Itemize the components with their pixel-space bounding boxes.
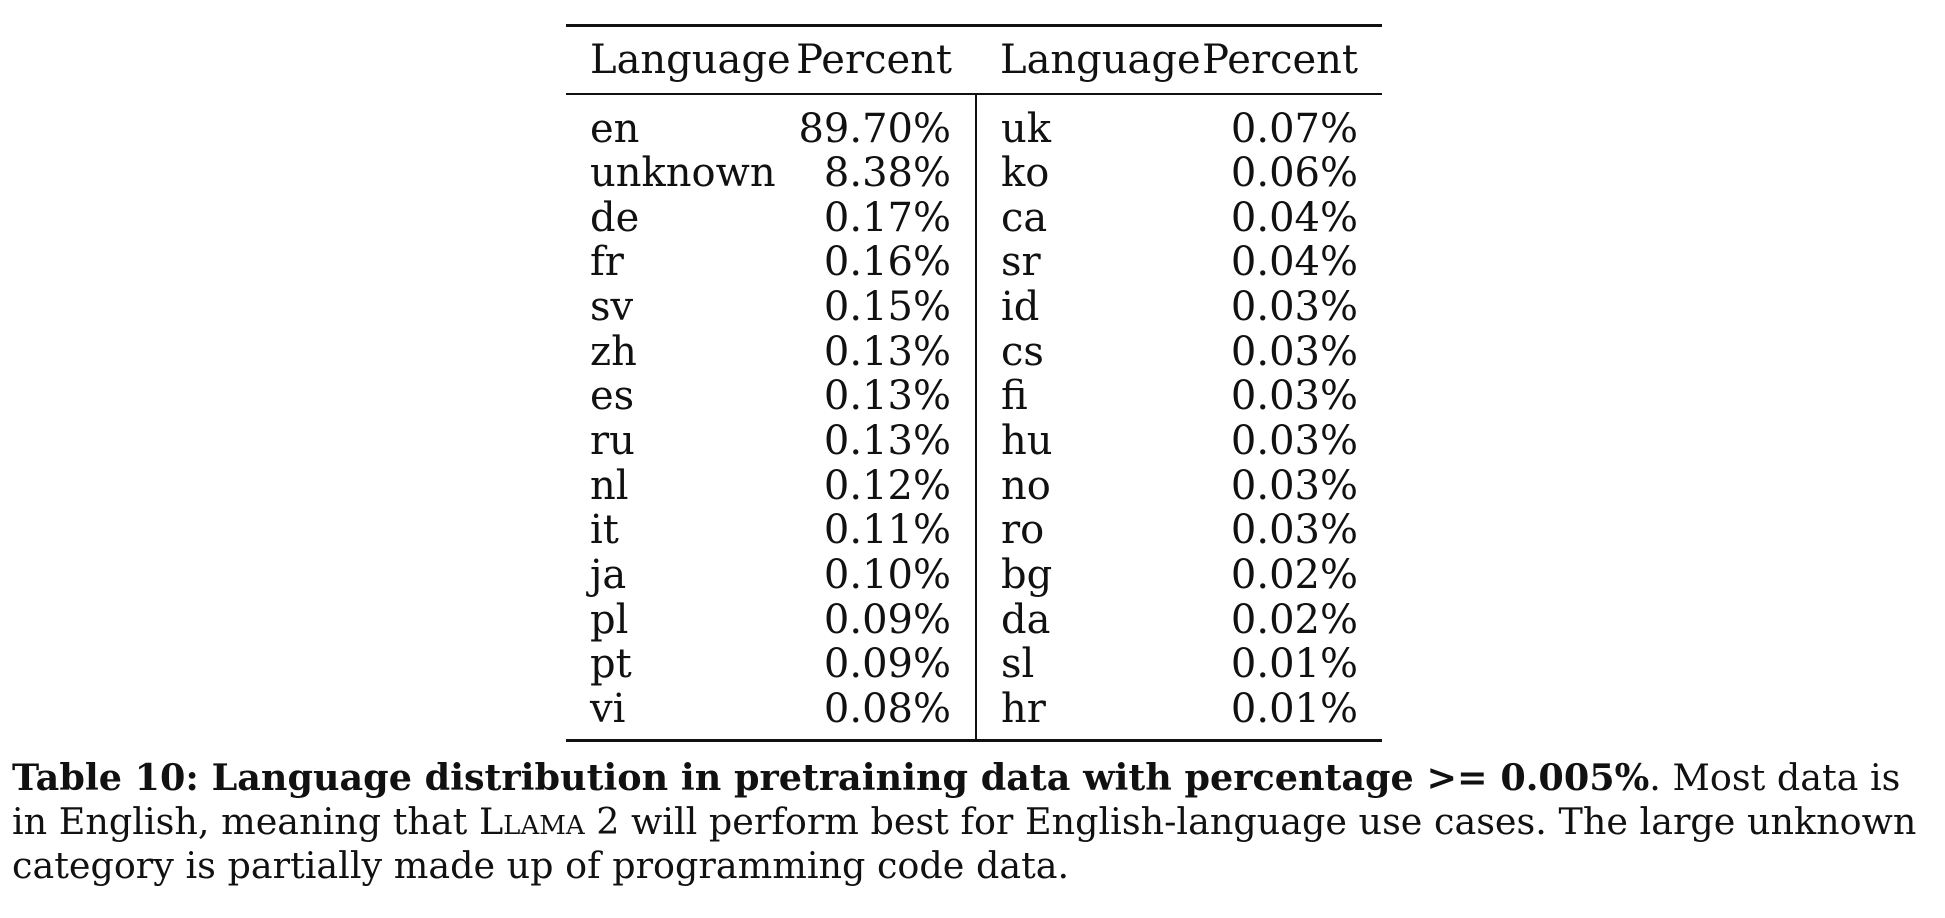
table-row: sv 0.15% id 0.03% (566, 283, 1382, 330)
language-code-cell: cs (1001, 328, 1044, 375)
percent-cell: 0.02% (1230, 552, 1358, 599)
caption-model-name: Llama 2 (478, 800, 620, 843)
percent-cell: 89.70% (786, 93, 977, 151)
language-code-cell: no (1001, 462, 1051, 509)
language-code-cell: fi (1001, 373, 1028, 420)
language-code-cell: sr (1001, 239, 1041, 286)
language-code-cell: de (590, 194, 640, 241)
table-row: en 89.70% uk 0.07% (566, 93, 1382, 152)
table-row: pt 0.09% sl 0.01% (566, 642, 1382, 687)
table-row: zh 0.13% cs 0.03% (566, 329, 1382, 374)
language-code-cell: ru (590, 417, 635, 464)
language-code-cell: ja (590, 552, 627, 599)
language-code-cell: pt (590, 641, 632, 688)
language-code-cell: fr (590, 239, 624, 286)
header-language-2: Language (976, 24, 1201, 95)
language-code-cell: hr (976, 686, 1192, 742)
language-code-cell: hu (1001, 417, 1053, 464)
percent-cell: 0.01% (1192, 686, 1382, 742)
table-row: ja 0.10% bg 0.02% (566, 552, 1382, 599)
language-code-cell: uk (1001, 105, 1051, 152)
percent-cell: 0.01% (1230, 641, 1358, 688)
percent-cell: 0.03% (1230, 373, 1358, 420)
percent-cell: 0.02% (1230, 596, 1358, 643)
language-code-cell: pl (590, 596, 629, 643)
percent-cell: 8.38% (786, 150, 977, 196)
header-percent-1: Percent (786, 24, 976, 95)
percent-cell: 0.04% (1230, 239, 1358, 286)
table-row: nl 0.12% no 0.03% (566, 463, 1382, 508)
language-code-cell: vi (566, 686, 786, 742)
language-code-cell: zh (590, 328, 637, 375)
language-code-cell: ko (1001, 149, 1050, 196)
percent-cell: 0.03% (1230, 507, 1358, 554)
percent-cell: 0.10% (786, 552, 977, 598)
table-row: ru 0.13% hu 0.03% (566, 417, 1382, 464)
percent-cell: 0.04% (1230, 194, 1358, 241)
table-row: es 0.13% fi 0.03% (566, 373, 1382, 420)
table-row: unknown 8.38% ko 0.06% (566, 149, 1382, 196)
percent-cell: 0.11% (786, 508, 977, 553)
language-code-cell: ca (1001, 194, 1048, 241)
table-row: vi 0.08% hr 0.01% (566, 686, 1382, 742)
percent-cell: 0.13% (786, 329, 977, 374)
language-code-cell: sl (1001, 641, 1035, 688)
language-code-cell: id (1001, 283, 1040, 330)
percent-cell: 0.17% (786, 195, 977, 240)
language-code-cell: es (590, 373, 635, 420)
table-body: en 89.70% uk 0.07% unknown 8.38% ko 0.06% de 0.17… (566, 93, 1382, 742)
caption-text-2: will perform best for English-language u… (12, 800, 1917, 887)
percent-cell: 0.03% (1230, 417, 1358, 464)
percent-cell: 0.13% (786, 418, 977, 464)
language-code-cell: en (590, 105, 640, 152)
table-row: it 0.11% ro 0.03% (566, 508, 1382, 553)
percent-cell: 0.07% (1230, 105, 1358, 152)
percent-cell: 0.06% (1230, 149, 1358, 196)
percent-cell: 0.15% (786, 284, 977, 330)
percent-cell: 0.12% (786, 463, 977, 508)
caption-title: Table 10: Language distribution in pretr… (12, 756, 1650, 799)
percent-cell: 0.03% (1230, 328, 1358, 375)
percent-cell: 0.03% (1230, 283, 1358, 330)
language-code-cell: nl (590, 462, 629, 509)
percent-cell: 0.09% (786, 642, 977, 687)
table-row: fr 0.16% sr 0.04% (566, 239, 1382, 286)
table-row: pl 0.09% da 0.02% (566, 596, 1382, 643)
language-code-cell: ro (1001, 507, 1045, 554)
language-code-cell: da (1001, 596, 1051, 643)
percent-cell: 0.03% (1230, 462, 1358, 509)
header-language-1: Language (566, 24, 791, 95)
table-row: de 0.17% ca 0.04% (566, 195, 1382, 240)
language-code-cell: sv (590, 283, 634, 330)
percent-cell: 0.08% (786, 686, 977, 742)
percent-cell: 0.16% (786, 239, 977, 285)
language-code-cell: bg (1001, 552, 1053, 599)
language-code-cell: unknown (590, 149, 776, 196)
language-distribution-table: Language Percent Language Percent en 89.7… (566, 24, 1382, 742)
table-caption: Table 10: Language distribution in pretr… (12, 756, 1937, 888)
percent-cell: 0.09% (786, 597, 977, 643)
header-percent-2: Percent (1192, 24, 1382, 95)
table-header-row: Language Percent Language Percent (566, 24, 1382, 95)
percent-cell: 0.13% (786, 373, 977, 419)
caption-text-1: . Most data is in English, meaning that (12, 756, 1901, 843)
language-code-cell: it (590, 507, 619, 554)
